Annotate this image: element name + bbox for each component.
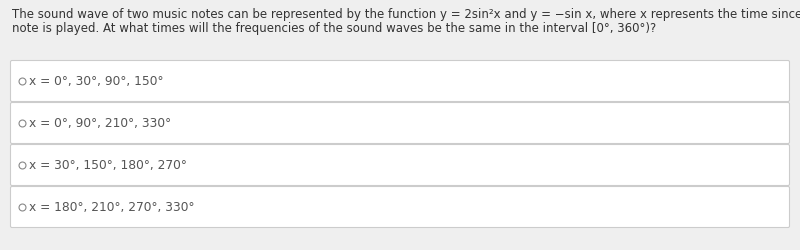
Text: x = 0°, 30°, 90°, 150°: x = 0°, 30°, 90°, 150° bbox=[29, 74, 163, 88]
Text: note is played. At what times will the frequencies of the sound waves be the sam: note is played. At what times will the f… bbox=[12, 22, 656, 35]
FancyBboxPatch shape bbox=[10, 144, 790, 186]
Text: x = 0°, 90°, 210°, 330°: x = 0°, 90°, 210°, 330° bbox=[29, 116, 171, 130]
Text: x = 30°, 150°, 180°, 270°: x = 30°, 150°, 180°, 270° bbox=[29, 158, 187, 172]
FancyBboxPatch shape bbox=[10, 60, 790, 102]
Text: The sound wave of two music notes can be represented by the function y = 2sin²x : The sound wave of two music notes can be… bbox=[12, 8, 800, 21]
FancyBboxPatch shape bbox=[10, 186, 790, 228]
FancyBboxPatch shape bbox=[10, 102, 790, 144]
Text: x = 180°, 210°, 270°, 330°: x = 180°, 210°, 270°, 330° bbox=[29, 200, 194, 213]
